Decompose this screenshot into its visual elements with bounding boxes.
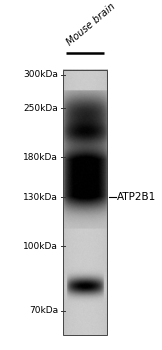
Text: ATP2B1: ATP2B1 (117, 192, 157, 202)
Text: 130kDa: 130kDa (23, 193, 58, 202)
Text: 300kDa: 300kDa (23, 70, 58, 79)
Text: 100kDa: 100kDa (23, 242, 58, 251)
Text: Mouse brain: Mouse brain (65, 1, 117, 48)
Text: 180kDa: 180kDa (23, 153, 58, 162)
Text: 250kDa: 250kDa (23, 104, 58, 113)
Text: 70kDa: 70kDa (29, 306, 58, 315)
Bar (63, 70, 107, 336)
